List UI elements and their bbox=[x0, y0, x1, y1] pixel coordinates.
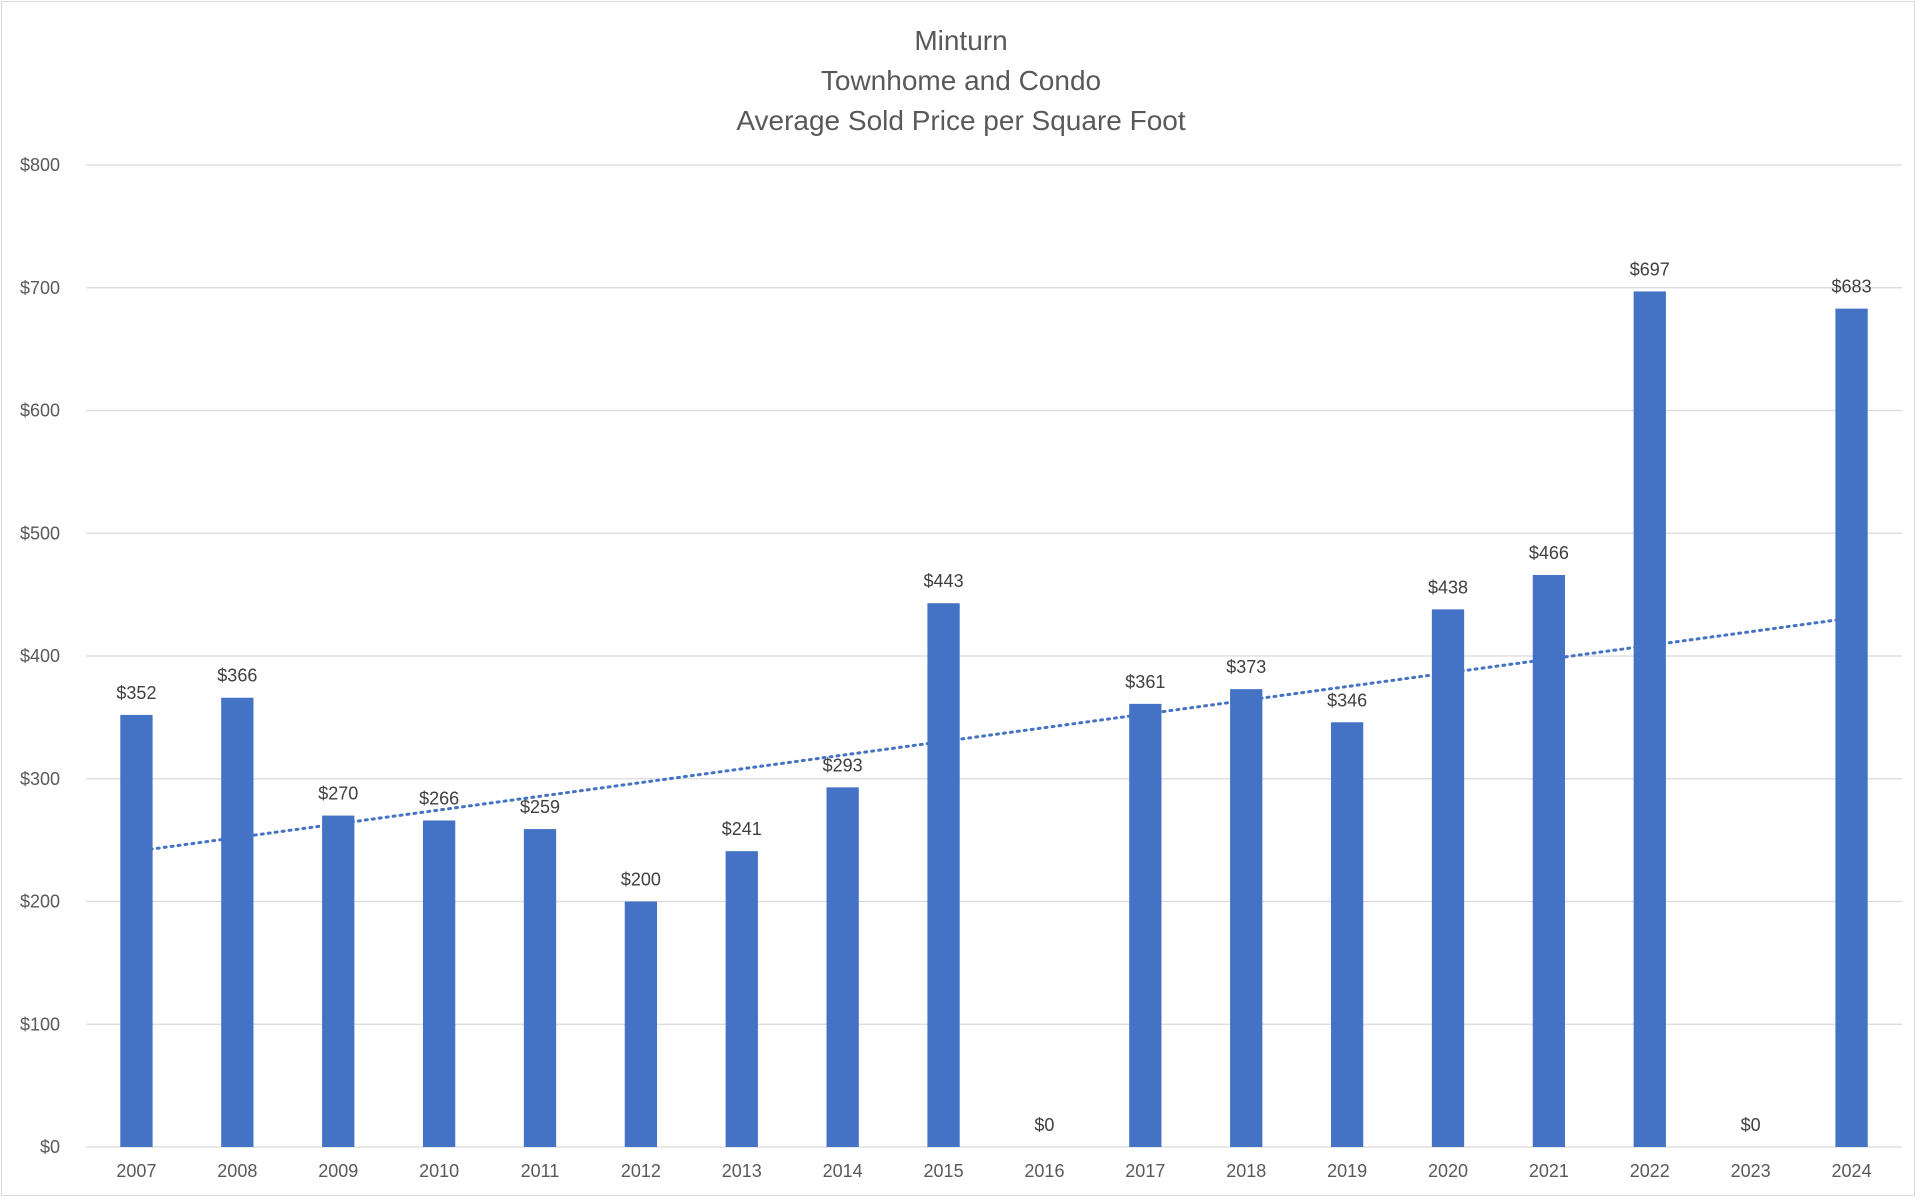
chart-title: Minturn Townhome and Condo Average Sold … bbox=[736, 25, 1186, 136]
data-label: $0 bbox=[1741, 1115, 1761, 1135]
y-tick-label: $800 bbox=[20, 155, 60, 175]
chart-title-line-1: Minturn bbox=[914, 25, 1007, 56]
bar bbox=[120, 714, 153, 1147]
bar bbox=[1633, 291, 1666, 1147]
data-label: $443 bbox=[924, 571, 964, 591]
x-tick-label: 2011 bbox=[521, 1161, 560, 1181]
x-tick-label: 2019 bbox=[1327, 1161, 1367, 1181]
bar bbox=[523, 829, 557, 1147]
bar bbox=[1431, 609, 1465, 1147]
x-tick-label: 2023 bbox=[1731, 1161, 1771, 1181]
data-labels: $352 $366 $270 $266 $259 $200 $241 $293 $443 $0 $3… bbox=[116, 259, 1871, 1135]
bar bbox=[624, 901, 658, 1147]
data-label: $266 bbox=[419, 788, 459, 808]
y-tick-label: $700 bbox=[20, 278, 60, 298]
bar bbox=[927, 603, 960, 1147]
y-axis: $0 $100 $200 $300 $400 $500 $600 $700 $800 bbox=[20, 155, 60, 1157]
bar bbox=[1532, 574, 1566, 1147]
bar bbox=[322, 815, 355, 1147]
y-tick-label: $600 bbox=[20, 401, 60, 421]
bar bbox=[422, 820, 456, 1147]
y-tick-label: $500 bbox=[20, 523, 60, 543]
x-tick-label: 2018 bbox=[1226, 1161, 1266, 1181]
data-label: $346 bbox=[1327, 690, 1367, 710]
x-tick-label: 2014 bbox=[823, 1161, 863, 1181]
x-tick-label: 2010 bbox=[419, 1161, 459, 1181]
bar bbox=[826, 787, 859, 1147]
bar bbox=[221, 697, 254, 1147]
x-axis: 2007 2008 2009 2010 2011 2012 2013 2014 2015 2016… bbox=[116, 1161, 1871, 1181]
bar bbox=[1330, 722, 1364, 1147]
x-tick-label: 2009 bbox=[318, 1161, 358, 1181]
bar-series bbox=[120, 291, 1868, 1147]
data-label: $0 bbox=[1034, 1115, 1054, 1135]
x-tick-label: 2012 bbox=[621, 1161, 661, 1181]
data-label: $259 bbox=[520, 797, 560, 817]
chart-title-line-2: Townhome and Condo bbox=[821, 65, 1101, 96]
data-label: $200 bbox=[621, 870, 661, 890]
x-tick-label: 2015 bbox=[924, 1161, 964, 1181]
x-tick-label: 2007 bbox=[116, 1161, 156, 1181]
data-label: $352 bbox=[116, 683, 156, 703]
y-tick-label: $0 bbox=[40, 1137, 60, 1157]
trendline bbox=[134, 616, 1854, 853]
x-tick-label: 2022 bbox=[1630, 1161, 1670, 1181]
bar bbox=[1230, 689, 1263, 1147]
bar bbox=[725, 851, 758, 1147]
data-label: $241 bbox=[722, 819, 762, 839]
data-label: $683 bbox=[1832, 277, 1872, 297]
data-label: $373 bbox=[1226, 657, 1266, 677]
bar bbox=[1129, 703, 1162, 1147]
x-tick-label: 2024 bbox=[1832, 1161, 1872, 1181]
y-tick-label: $100 bbox=[20, 1014, 60, 1034]
data-label: $361 bbox=[1125, 672, 1165, 692]
bar bbox=[1835, 308, 1868, 1147]
y-tick-label: $300 bbox=[20, 769, 60, 789]
trendline-line bbox=[134, 616, 1854, 853]
y-tick-label: $400 bbox=[20, 646, 60, 666]
y-tick-label: $200 bbox=[20, 892, 60, 912]
x-tick-label: 2021 bbox=[1529, 1161, 1569, 1181]
data-label: $466 bbox=[1529, 543, 1569, 563]
data-label: $366 bbox=[217, 666, 257, 686]
gridlines bbox=[86, 164, 1902, 1148]
x-tick-label: 2020 bbox=[1428, 1161, 1468, 1181]
data-label: $270 bbox=[318, 784, 358, 804]
x-tick-label: 2013 bbox=[722, 1161, 762, 1181]
data-label: $293 bbox=[823, 755, 863, 775]
x-tick-label: 2017 bbox=[1125, 1161, 1165, 1181]
data-label: $697 bbox=[1630, 259, 1670, 279]
chart-title-line-3: Average Sold Price per Square Foot bbox=[736, 105, 1186, 136]
data-label: $438 bbox=[1428, 577, 1468, 597]
x-tick-label: 2016 bbox=[1024, 1161, 1064, 1181]
x-tick-label: 2008 bbox=[217, 1161, 257, 1181]
